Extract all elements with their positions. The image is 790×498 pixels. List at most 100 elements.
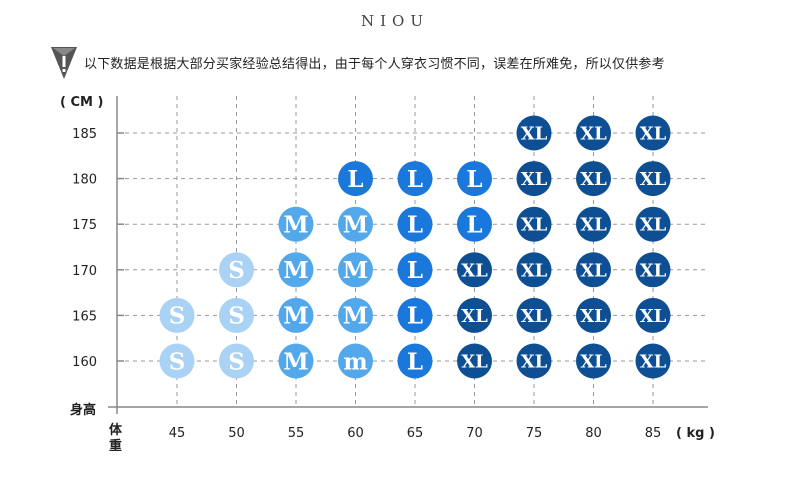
size-marker-label: M	[343, 303, 368, 330]
size-marker-label: XL	[640, 351, 667, 372]
size-marker-circle	[635, 343, 671, 379]
size-marker-m: M	[278, 297, 314, 333]
notice-text: 以下数据是根据大部分买家经验总结得出，由于每个人穿衣习惯不同，误差在所难免，所以…	[84, 56, 665, 72]
size-marker-circle	[576, 206, 611, 242]
size-marker-l: L	[397, 206, 433, 242]
size-marker-circle	[516, 297, 552, 333]
y-ticks: 185 180 175 170 165 160	[72, 127, 124, 370]
size-marker-label: XL	[521, 351, 548, 372]
size-marker-xl: XL	[576, 206, 611, 242]
size-marker-circle	[635, 297, 671, 333]
size-marker-m: m	[338, 343, 373, 379]
size-marker-circle	[397, 161, 433, 197]
size-marker-l: L	[457, 206, 492, 242]
size-marker-circle	[457, 206, 492, 242]
size-marker-xl: XL	[516, 206, 552, 242]
size-marker-circle	[576, 252, 611, 288]
size-marker-label: XL	[461, 351, 488, 372]
size-marker-circle	[219, 252, 254, 288]
size-marker-circle	[576, 343, 611, 379]
size-marker-m: M	[278, 206, 314, 242]
size-marker-xl: XL	[516, 343, 552, 379]
y-tick-label-165: 165	[72, 309, 97, 324]
size-marker-l: L	[338, 161, 373, 197]
size-marker-circle	[635, 161, 671, 197]
size-marker-label: XL	[580, 215, 607, 236]
size-marker-circle	[516, 161, 552, 197]
size-marker-label: XL	[521, 169, 548, 190]
size-marker-label: M	[283, 211, 308, 238]
size-marker-label: XL	[640, 260, 667, 281]
size-marker-s: S	[159, 343, 195, 379]
size-marker-xl: XL	[576, 297, 611, 333]
x-tick-label-50: 50	[228, 426, 245, 441]
size-marker-xl: XL	[635, 252, 671, 288]
size-marker-circle	[278, 297, 314, 333]
x-tick-label-65: 65	[407, 426, 424, 441]
size-marker-l: L	[397, 343, 433, 379]
size-marker-label: XL	[640, 306, 667, 327]
size-markers: XL XL XLL L L XL XL XLM M L L XL XL XLS M M L XL XL XL XLS S M…	[159, 115, 671, 379]
size-marker-xl: XL	[576, 161, 611, 197]
size-marker-xl: XL	[635, 343, 671, 379]
size-marker-m: M	[338, 206, 373, 242]
size-marker-circle	[516, 206, 552, 242]
notice-bar: 以下数据是根据大部分买家经验总结得出，由于每个人穿衣习惯不同，误差在所难免，所以…	[50, 44, 665, 80]
size-marker-label: XL	[640, 123, 667, 144]
size-marker-xl: XL	[457, 297, 492, 333]
size-marker-label: S	[228, 348, 245, 375]
size-marker-label: XL	[580, 351, 607, 372]
size-marker-xl: XL	[516, 115, 552, 151]
y-tick-label-170: 170	[72, 264, 97, 279]
size-marker-circle	[397, 252, 433, 288]
size-marker-circle	[516, 115, 552, 151]
size-marker-circle	[397, 297, 433, 333]
size-marker-circle	[635, 115, 671, 151]
size-marker-s: S	[219, 252, 254, 288]
size-marker-label: L	[407, 166, 423, 193]
size-marker-label: XL	[521, 260, 548, 281]
size-marker-xl: XL	[635, 115, 671, 151]
size-marker-xl: XL	[457, 252, 492, 288]
size-marker-label: S	[228, 303, 245, 330]
size-marker-xl: XL	[516, 161, 552, 197]
size-marker-circle	[219, 297, 254, 333]
size-marker-label: XL	[580, 306, 607, 327]
size-marker-label: M	[343, 211, 368, 238]
size-marker-circle	[457, 343, 492, 379]
x-axis-unit: ( kg )	[676, 426, 715, 441]
size-marker-s: S	[219, 343, 254, 379]
size-marker-circle	[457, 297, 492, 333]
y-tick-label-175: 175	[72, 218, 97, 233]
size-marker-label: M	[343, 257, 368, 284]
size-marker-circle	[278, 252, 314, 288]
size-marker-label: XL	[461, 306, 488, 327]
size-marker-xl: XL	[516, 297, 552, 333]
size-marker-circle	[576, 297, 611, 333]
size-marker-circle	[635, 252, 671, 288]
size-marker-xl: XL	[635, 161, 671, 197]
x-axis-title: 体 重	[109, 422, 127, 454]
size-marker-circle	[457, 252, 492, 288]
size-marker-s: S	[159, 297, 195, 333]
size-marker-label: M	[283, 303, 308, 330]
size-marker-circle	[278, 206, 314, 242]
size-marker-m: M	[338, 297, 373, 333]
size-marker-label: S	[169, 348, 186, 375]
size-marker-label: L	[466, 211, 482, 238]
size-marker-label: L	[407, 303, 423, 330]
x-tick-label-85: 85	[645, 426, 662, 441]
size-marker-label: XL	[580, 260, 607, 281]
size-marker-circle	[516, 252, 552, 288]
size-marker-circle	[576, 115, 611, 151]
size-marker-label: XL	[521, 123, 548, 144]
x-axis-title-char-1: 体	[109, 422, 123, 438]
size-marker-circle	[338, 252, 373, 288]
size-marker-circle	[219, 343, 254, 379]
size-marker-circle	[635, 206, 671, 242]
size-marker-l: L	[397, 297, 433, 333]
x-tick-label-75: 75	[526, 426, 543, 441]
exclamation-warning-icon	[51, 47, 77, 79]
size-marker-xl: XL	[576, 343, 611, 379]
